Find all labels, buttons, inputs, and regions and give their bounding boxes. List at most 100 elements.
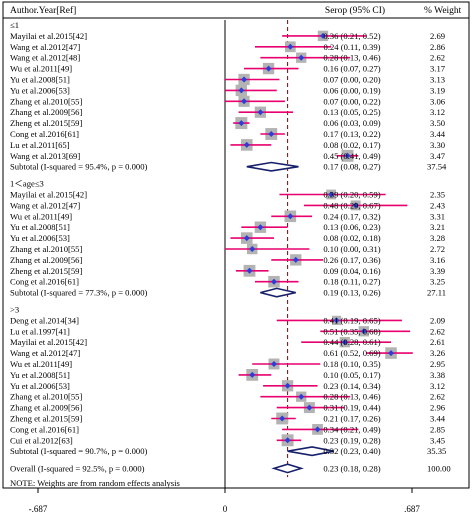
study-label-g0-s3: Wu et al.2011[49]: [10, 64, 72, 74]
estimate-g0-s11: 0.45 (0.41, 0.49): [323, 151, 380, 161]
study-label-g2-s1: Lu et al.1997[41]: [10, 326, 70, 336]
estimate-g0-s1: 0.24 (0.11, 0.39): [324, 42, 381, 52]
subtotal-2-diamond: [287, 446, 335, 457]
estimate-g1-s7: 0.09 (0.04, 0.16): [323, 266, 380, 276]
weight-g0-s11: 3.47: [430, 151, 446, 161]
estimate-g0-s7: 0.13 (0.05, 0.25): [323, 107, 380, 117]
study-label-g2-s2: Mayilai et al.2015[42]: [10, 337, 87, 347]
point-g0-s4: [241, 76, 248, 83]
estimate-g1-s3: 0.13 (0.06, 0.23): [323, 222, 380, 232]
estimate-g1-s6: 0.26 (0.17, 0.36): [323, 255, 380, 265]
point-g0-s3: [265, 65, 272, 72]
weight-g1-s2: 3.31: [430, 211, 445, 221]
point-g0-s0: [319, 32, 326, 39]
point-g0-s9: [268, 131, 275, 137]
study-label-g1-s1: Wang et al.2012[47]: [10, 200, 80, 210]
estimate-g2-s5: 0.10 (0.05, 0.17): [323, 370, 380, 380]
estimate-g0-s3: 0.16 (0.07, 0.27): [323, 64, 380, 74]
point-g1-s6: [292, 256, 299, 263]
weight-g1-s7: 3.39: [430, 266, 445, 276]
point-g1-s7: [246, 267, 253, 274]
estimate-g2-s0: 0.41 (0.19, 0.65): [323, 315, 380, 325]
weight-g2-s8: 2.96: [430, 403, 446, 413]
point-g2-s4: [270, 360, 277, 367]
header-study: Author.Year[Ref]: [10, 5, 76, 16]
weights-note: NOTE: Weights are from random effects an…: [10, 478, 181, 488]
weight-g0-s5: 3.19: [430, 85, 445, 95]
study-label-g2-s4: Wu et al.2011[49]: [10, 359, 72, 369]
weight-g0-s4: 3.13: [430, 75, 445, 85]
weight-g0-s3: 3.17: [430, 64, 446, 74]
weight-g0-s0: 2.69: [430, 31, 445, 41]
point-g0-s2: [298, 54, 305, 61]
weight-g2-s6: 3.12: [430, 381, 445, 391]
point-g2-s8: [306, 404, 313, 411]
point-g0-s1: [287, 43, 294, 50]
weight-g2-s10: 2.85: [430, 424, 445, 434]
study-label-g2-s10: Cong et al.2016[61]: [10, 424, 79, 434]
point-g0-s11: [344, 152, 351, 159]
x-tick-label-1: 0: [223, 504, 228, 514]
point-g2-s9: [279, 415, 286, 422]
point-g1-s1: [352, 202, 359, 209]
estimate-g2-s11: 0.23 (0.19, 0.28): [323, 435, 380, 445]
estimate-g0-s4: 0.07 (0.00, 0.20): [323, 75, 380, 85]
point-g0-s8: [238, 120, 245, 127]
point-g2-s7: [298, 393, 305, 400]
point-g1-s5: [249, 245, 256, 252]
group-title-2: >3: [10, 304, 19, 314]
study-label-g0-s9: Cong et al.2016[61]: [10, 129, 79, 139]
estimate-g2-s7: 0.28 (0.13, 0.46): [323, 392, 380, 402]
subtotal-2-label: Subtotal (I-squared = 90.7%, p = 0.000): [10, 446, 148, 456]
subtotal-0-label: Subtotal (I-squared = 95.4%, p = 0.000): [10, 162, 148, 172]
x-tick-label-2: .687: [404, 504, 420, 514]
point-g2-s6: [284, 382, 291, 389]
point-g2-s0: [333, 317, 340, 324]
subtotal-1-estimate: 0.19 (0.13, 0.26): [323, 288, 380, 298]
study-label-g2-s9: Zheng et al.2015[59]: [10, 413, 82, 423]
study-label-g1-s2: Wu et al.2011[49]: [10, 211, 72, 221]
estimate-g2-s3: 0.61 (0.52, 0.69): [323, 348, 380, 358]
study-label-g0-s0: Mayilai et al.2015[42]: [10, 31, 87, 41]
overall-diamond: [271, 463, 304, 474]
point-g2-s11: [284, 437, 291, 444]
weight-g0-s1: 2.86: [430, 42, 446, 52]
header-estimate: Serop (95% CI): [325, 5, 385, 16]
weight-g1-s6: 3.16: [430, 255, 446, 265]
point-g1-s4: [243, 235, 250, 242]
study-label-g0-s8: Zheng et al.2015[59]: [10, 118, 82, 128]
point-g2-s2: [341, 339, 348, 346]
study-label-g1-s3: Yu et al.2008[51]: [10, 222, 70, 232]
point-g1-s2: [287, 213, 294, 220]
estimate-g1-s1: 0.48 (0.29, 0.67): [323, 200, 380, 210]
estimate-g0-s10: 0.08 (0.02, 0.17): [323, 140, 380, 150]
estimate-g0-s5: 0.06 (0.00, 0.19): [323, 85, 380, 95]
group-title-0: ≤1: [10, 20, 19, 30]
study-label-g1-s0: Mayilai et al.2015[42]: [10, 189, 87, 199]
weight-g0-s10: 3.30: [430, 140, 445, 150]
point-g1-s8: [270, 278, 277, 285]
estimate-g2-s4: 0.18 (0.10, 0.35): [323, 359, 380, 369]
weight-g2-s7: 2.62: [430, 392, 445, 402]
study-label-g2-s0: Deng et al.2014[34]: [10, 315, 79, 325]
overall-estimate: 0.23 (0.18, 0.28): [323, 463, 380, 473]
estimate-g2-s8: 0.31 (0.19, 0.44): [323, 403, 380, 413]
estimate-g1-s8: 0.18 (0.11, 0.27): [324, 277, 381, 287]
estimate-g0-s6: 0.07 (0.00, 0.22): [323, 96, 380, 106]
weight-g0-s7: 3.12: [430, 107, 445, 117]
weight-g1-s1: 2.43: [430, 200, 445, 210]
x-tick-label-0: -.687: [29, 504, 48, 514]
subtotal-2-estimate: 0.32 (0.23, 0.40): [323, 446, 380, 456]
study-label-g0-s2: Wang et al.2012[48]: [10, 53, 80, 63]
study-label-g1-s7: Zheng et al.2015[59]: [10, 266, 82, 276]
estimate-g2-s9: 0.21 (0.17, 0.26): [323, 413, 380, 423]
weight-g2-s3: 3.26: [430, 348, 446, 358]
study-label-g2-s6: Yu et al.2006[53]: [10, 381, 70, 391]
weight-g1-s0: 2.35: [430, 189, 445, 199]
group-title-1: 1＜age≤3: [10, 179, 44, 189]
point-g1-s0: [328, 191, 335, 198]
overall-weight: 100.00: [427, 463, 451, 473]
subtotal-0-diamond: [246, 161, 299, 172]
weight-g0-s8: 3.50: [430, 118, 445, 128]
